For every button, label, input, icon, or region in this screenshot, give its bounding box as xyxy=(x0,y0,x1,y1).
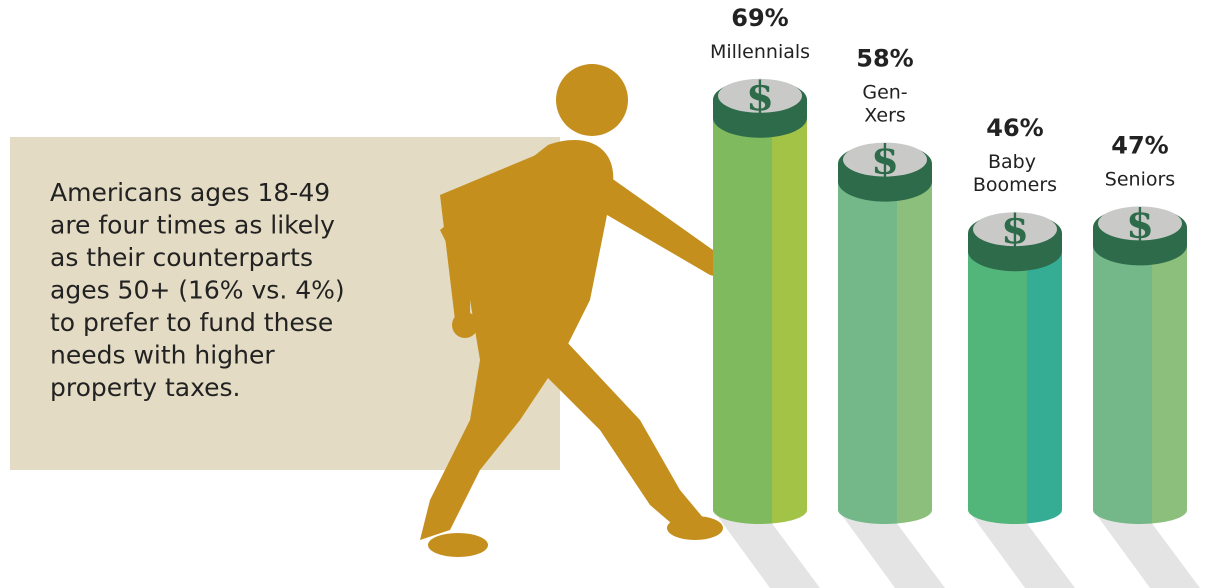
coin-face xyxy=(973,212,1057,247)
shadow xyxy=(838,510,945,588)
bar: $ xyxy=(838,137,932,524)
shadow xyxy=(1093,510,1200,588)
bar-left xyxy=(838,173,897,510)
bar-right xyxy=(1027,243,1062,510)
category-label: Baby Boomers xyxy=(973,151,1057,196)
coin-face xyxy=(718,78,802,113)
bar-bottom xyxy=(1152,510,1187,524)
coin-symbol: $ xyxy=(1126,200,1154,247)
note-line: property taxes. xyxy=(50,373,240,402)
note-line: needs with higher xyxy=(50,341,275,370)
note-line: as their counterparts xyxy=(50,243,313,272)
bar: $ xyxy=(1093,200,1187,524)
value-label: 47% xyxy=(1111,131,1168,159)
coin-symbol: $ xyxy=(746,73,774,120)
bar-bottom xyxy=(772,510,807,524)
bar-bottom xyxy=(968,510,1027,524)
shadow xyxy=(713,510,820,588)
bar: $ xyxy=(713,73,807,524)
bar: $ xyxy=(968,206,1062,524)
note-line: ages 50+ (16% vs. 4%) xyxy=(50,276,345,305)
note-line: are four times as likely xyxy=(50,211,335,240)
bar-left xyxy=(968,243,1027,510)
value-label: 46% xyxy=(986,114,1043,142)
bar-bottom xyxy=(1093,510,1152,524)
category-label: Seniors xyxy=(1105,168,1175,190)
category-label: Millennials xyxy=(710,41,810,63)
bar-right xyxy=(897,173,932,510)
walking-figure xyxy=(420,64,746,557)
bar-bottom xyxy=(838,510,897,524)
coin-symbol: $ xyxy=(1001,206,1029,253)
bar-left xyxy=(1093,237,1152,510)
note-line: to prefer to fund these xyxy=(50,308,333,337)
coin-face xyxy=(843,142,927,177)
coin-symbol: $ xyxy=(871,137,899,184)
shadows xyxy=(713,510,1200,588)
note-line: Americans ages 18-49 xyxy=(50,178,330,207)
bar-bottom xyxy=(713,510,772,524)
bars: $ Millennials 69% $ Gen-Xers 58% $ Baby Boomers… xyxy=(710,4,1187,524)
category-label: Gen-Xers xyxy=(862,82,907,127)
value-label: 58% xyxy=(856,45,913,73)
bar-bottom xyxy=(1027,510,1062,524)
bar-right xyxy=(1152,237,1187,510)
bar-right xyxy=(772,109,807,511)
shadow xyxy=(968,510,1075,588)
note: Americans ages 18-49 are four times as li… xyxy=(50,178,345,402)
bar-bottom xyxy=(897,510,932,524)
bar-left xyxy=(713,109,772,511)
coin-face xyxy=(1098,206,1182,241)
value-label: 69% xyxy=(731,4,788,32)
